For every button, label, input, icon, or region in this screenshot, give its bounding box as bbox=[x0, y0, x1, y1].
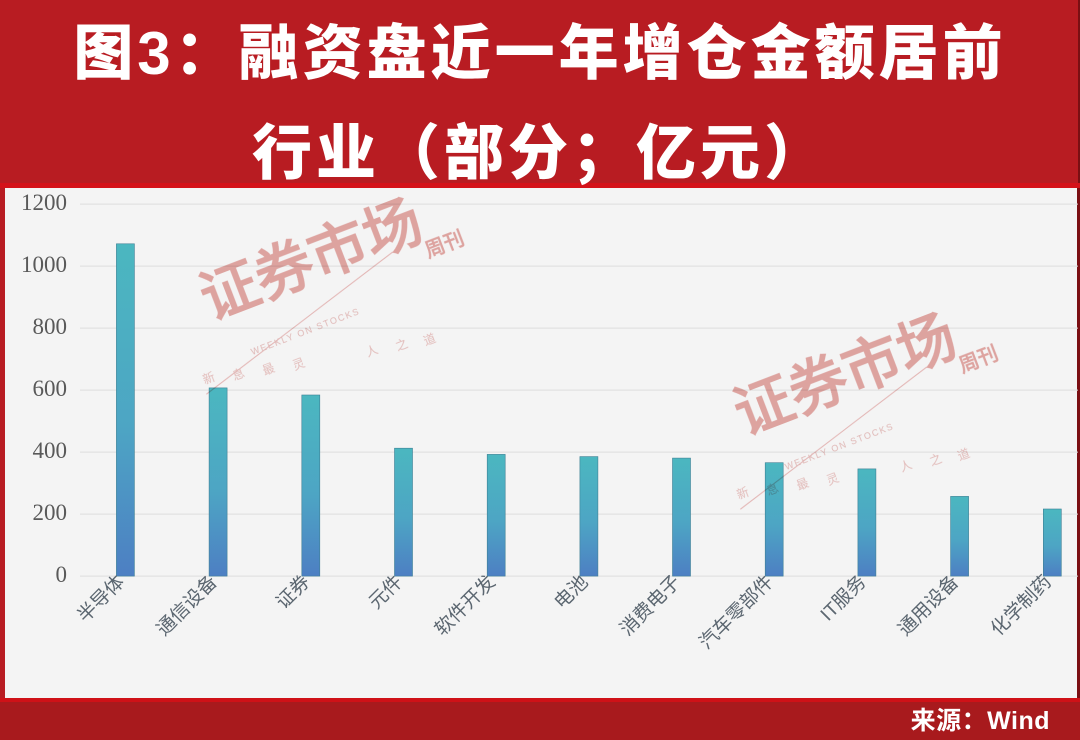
svg-text:道: 道 bbox=[956, 446, 972, 463]
svg-text:最: 最 bbox=[794, 476, 810, 493]
svg-text:800: 800 bbox=[33, 314, 68, 339]
svg-text:道: 道 bbox=[422, 331, 438, 348]
svg-text:证券市场: 证券市场 bbox=[725, 303, 965, 447]
svg-text:灵: 灵 bbox=[291, 355, 307, 372]
svg-text:IT服务: IT服务 bbox=[816, 571, 870, 625]
svg-text:之: 之 bbox=[928, 451, 944, 468]
svg-text:400: 400 bbox=[33, 438, 68, 463]
svg-text:半导体: 半导体 bbox=[73, 571, 129, 627]
svg-text:证券市场: 证券市场 bbox=[191, 188, 431, 332]
svg-text:1200: 1200 bbox=[21, 190, 67, 215]
svg-text:化学制药: 化学制药 bbox=[987, 571, 1056, 640]
svg-text:周刊: 周刊 bbox=[422, 227, 468, 263]
svg-text:周刊: 周刊 bbox=[956, 342, 1002, 378]
svg-text:WEEKLY ON STOCKS: WEEKLY ON STOCKS bbox=[250, 306, 362, 357]
svg-text:软件开发: 软件开发 bbox=[430, 571, 499, 640]
svg-text:新: 新 bbox=[734, 484, 751, 502]
svg-text:电池: 电池 bbox=[550, 571, 592, 613]
svg-text:汽车零部件: 汽车零部件 bbox=[695, 571, 778, 654]
svg-text:之: 之 bbox=[394, 336, 410, 353]
svg-text:息: 息 bbox=[230, 365, 247, 383]
svg-text:消费电子: 消费电子 bbox=[616, 571, 685, 640]
svg-text:人: 人 bbox=[898, 457, 914, 474]
svg-text:人: 人 bbox=[364, 342, 380, 359]
svg-text:证券: 证券 bbox=[272, 571, 314, 613]
svg-text:新: 新 bbox=[200, 369, 217, 387]
svg-text:通信设备: 通信设备 bbox=[152, 571, 221, 640]
svg-text:1000: 1000 bbox=[21, 252, 67, 277]
svg-text:元件: 元件 bbox=[365, 571, 407, 613]
svg-text:600: 600 bbox=[33, 376, 68, 401]
svg-text:通用设备: 通用设备 bbox=[894, 571, 963, 640]
svg-text:灵: 灵 bbox=[825, 470, 841, 487]
svg-text:WEEKLY ON STOCKS: WEEKLY ON STOCKS bbox=[784, 421, 896, 472]
svg-text:最: 最 bbox=[260, 361, 276, 378]
svg-text:0: 0 bbox=[56, 562, 68, 587]
svg-text:200: 200 bbox=[33, 500, 68, 525]
